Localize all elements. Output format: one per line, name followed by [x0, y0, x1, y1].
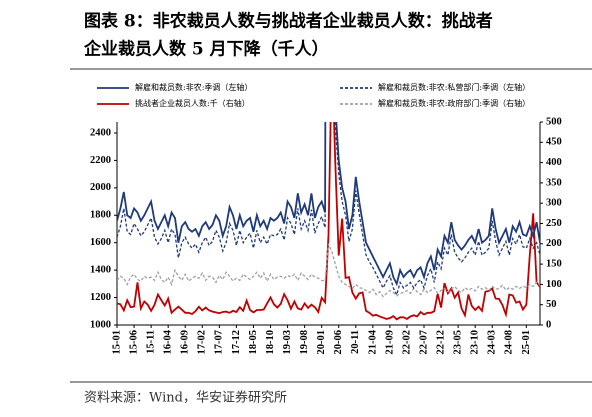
series-line — [117, 122, 540, 297]
legend-label: 解雇和裁员数:非农:私营部门:季调（左轴） — [378, 82, 530, 92]
y-tick-label: 1200 — [90, 292, 111, 303]
legend-label: 解雇和裁员数:非农:政府部门:季调（右轴） — [378, 98, 530, 108]
series-line — [117, 122, 540, 287]
chart-title: 图表 8：非农裁员人数与挑战者企业裁员人数：挑战者 — [84, 11, 493, 32]
x-tick-label: 25-01 — [521, 330, 532, 355]
x-tick-label: 16-09 — [180, 330, 191, 355]
y2-tick-label: 0 — [546, 319, 551, 330]
series-line — [117, 243, 540, 298]
chart-subtitle: 企业裁员人数 5 月下降（千人） — [83, 39, 329, 60]
y2-tick-label: 400 — [546, 157, 562, 168]
y2-tick-label: 500 — [546, 116, 562, 127]
y2-tick-label: 250 — [546, 218, 562, 229]
x-tick-label: 17-07 — [214, 330, 225, 355]
y2-tick-label: 200 — [546, 238, 562, 249]
x-tick-label: 22-12 — [435, 330, 446, 355]
source: 资料来源：Wind，华安证券研究所 — [84, 390, 287, 406]
y2-tick-label: 150 — [546, 259, 562, 270]
y2-tick-label: 350 — [546, 177, 562, 188]
y-tick-label: 2400 — [90, 127, 111, 138]
y-tick-label: 1000 — [90, 319, 111, 330]
x-tick-label: 24-08 — [504, 330, 515, 355]
x-tick-label: 19-08 — [299, 330, 310, 355]
x-tick-label: 15-06 — [128, 330, 139, 355]
y-tick-label: 1600 — [90, 237, 111, 248]
y-tick-label: 1400 — [90, 265, 111, 276]
x-tick-label: 23-10 — [470, 330, 481, 355]
y-tick-label: 2200 — [90, 155, 111, 166]
x-tick-label: 18-10 — [265, 330, 276, 355]
x-tick-label: 21-09 — [384, 330, 395, 355]
x-tick-label: 20-06 — [333, 330, 344, 355]
y2-tick-label: 300 — [546, 198, 562, 209]
x-tick-label: 22-07 — [418, 330, 429, 355]
x-tick-label: 18-05 — [248, 330, 259, 355]
x-tick-label: 17-12 — [231, 330, 242, 355]
legend-label: 挑战者企业裁员人数:千（右轴） — [135, 98, 250, 108]
x-tick-label: 15-01 — [111, 330, 122, 355]
x-tick-label: 22-02 — [401, 330, 412, 355]
x-tick-label: 19-03 — [282, 330, 293, 355]
legend-label: 解雇和裁员数:非农:季调（左轴） — [135, 82, 252, 92]
series-group — [117, 122, 540, 321]
x-tick-label: 17-02 — [197, 330, 208, 355]
x-tick-label: 16-04 — [163, 329, 174, 354]
x-tick-label: 20-01 — [316, 330, 327, 355]
y2-tick-label: 450 — [546, 137, 562, 148]
y2-tick-label: 50 — [546, 299, 557, 310]
x-tick-label: 21-04 — [367, 329, 378, 354]
y-tick-label: 1800 — [90, 210, 111, 221]
x-tick-label: 20-11 — [350, 330, 361, 354]
x-tick-label: 15-11 — [146, 330, 157, 354]
y-tick-label: 2000 — [90, 182, 111, 193]
y2-tick-label: 100 — [546, 279, 562, 290]
x-tick-label: 23-05 — [453, 330, 464, 355]
series-line — [117, 122, 540, 321]
x-tick-label: 24-03 — [487, 330, 498, 355]
